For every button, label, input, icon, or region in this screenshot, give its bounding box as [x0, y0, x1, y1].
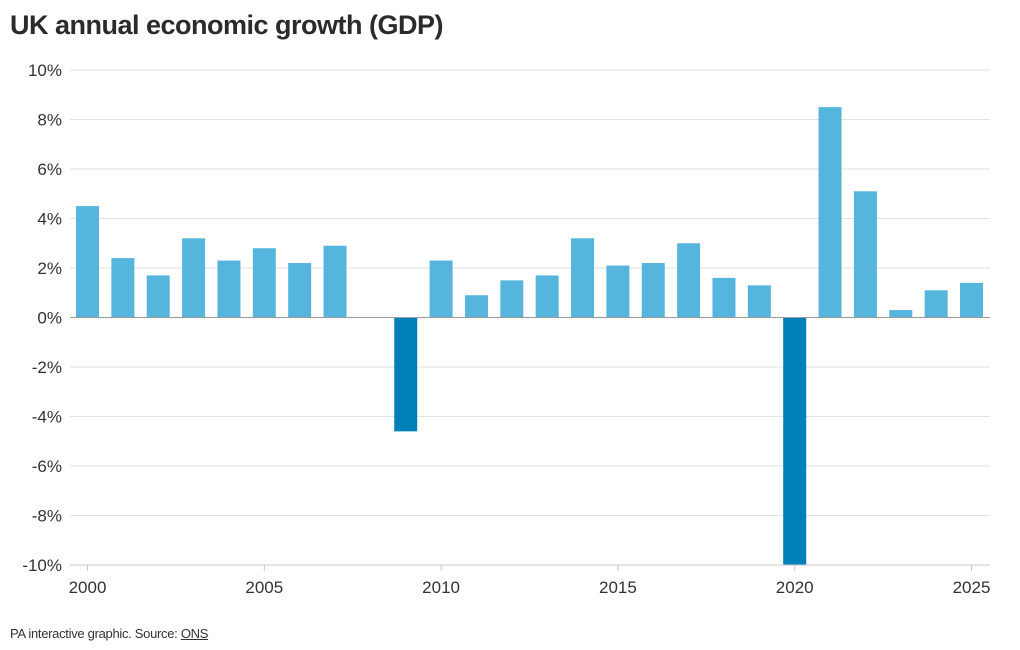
y-tick-label: 4%	[37, 210, 62, 229]
bar-2016	[641, 263, 665, 318]
y-tick-label: -4%	[32, 408, 62, 427]
bar-2005	[252, 248, 276, 318]
y-tick-label: -8%	[32, 507, 62, 526]
footer-credit: PA interactive graphic. Source:	[10, 626, 181, 641]
y-axis-ticks: 10% 8% 6% 4% 2% 0% -2% -4% -6% -8% -10%	[22, 61, 62, 575]
bar-2024	[924, 290, 948, 318]
bar-2025	[960, 282, 983, 318]
bar-2020	[783, 317, 807, 565]
bar-2002	[146, 275, 170, 318]
bar-2006	[288, 263, 312, 318]
y-tick-label: -6%	[32, 457, 62, 476]
x-axis-ticks: 2000 2005 2010 2015 2020 2025	[69, 565, 991, 597]
y-tick-label: 2%	[37, 259, 62, 278]
y-tick-label: -2%	[32, 358, 62, 377]
footer: PA interactive graphic. Source: ONS	[10, 626, 208, 641]
bar-2012	[500, 280, 524, 318]
y-tick-label: 0%	[37, 309, 62, 328]
bar-2018	[712, 277, 736, 318]
bars	[76, 107, 983, 565]
x-tick-label: 2020	[776, 578, 814, 597]
chart-title: UK annual economic growth (GDP)	[10, 10, 444, 40]
y-tick-label: 8%	[37, 111, 62, 130]
bar-2009	[394, 317, 418, 432]
bar-2000	[76, 206, 99, 318]
bar-2021	[818, 107, 842, 318]
bar-2013	[535, 275, 559, 318]
bar-2003	[182, 238, 206, 318]
bar-2023	[889, 310, 913, 318]
bar-2019	[747, 285, 771, 318]
bar-2011	[464, 295, 488, 318]
bar-2022	[853, 191, 877, 318]
bar-2014	[571, 238, 595, 318]
bar-2004	[217, 260, 241, 318]
y-tick-label: 10%	[28, 61, 62, 80]
bar-2007	[323, 245, 347, 318]
x-tick-label: 2025	[953, 578, 991, 597]
bar-2010	[429, 260, 453, 318]
x-tick-label: 2010	[422, 578, 460, 597]
bar-2001	[111, 258, 135, 318]
y-tick-label: -10%	[22, 556, 62, 575]
x-tick-label: 2015	[599, 578, 637, 597]
bar-2017	[677, 243, 701, 318]
axes	[70, 317, 990, 566]
bar-2015	[606, 265, 630, 318]
x-tick-label: 2000	[69, 578, 107, 597]
x-tick-label: 2005	[245, 578, 283, 597]
y-tick-label: 6%	[37, 160, 62, 179]
source-link[interactable]: ONS	[180, 626, 209, 641]
